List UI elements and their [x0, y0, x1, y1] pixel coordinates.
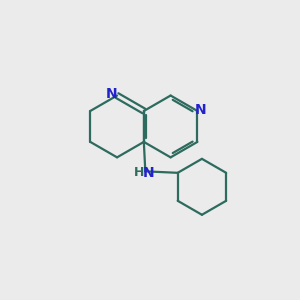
Text: N: N [142, 166, 154, 180]
Text: H: H [134, 166, 144, 179]
Text: N: N [106, 87, 118, 101]
Text: N: N [195, 103, 207, 116]
